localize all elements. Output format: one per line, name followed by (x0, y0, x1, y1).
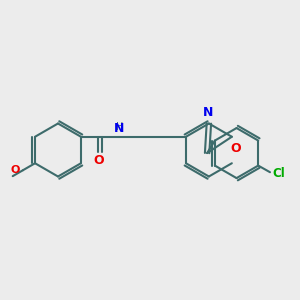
Text: N: N (203, 106, 213, 119)
Text: O: O (230, 142, 241, 155)
Text: Cl: Cl (272, 167, 285, 180)
Text: O: O (11, 165, 20, 175)
Text: O: O (93, 154, 104, 167)
Text: N: N (114, 122, 124, 135)
Text: H: H (116, 122, 123, 132)
